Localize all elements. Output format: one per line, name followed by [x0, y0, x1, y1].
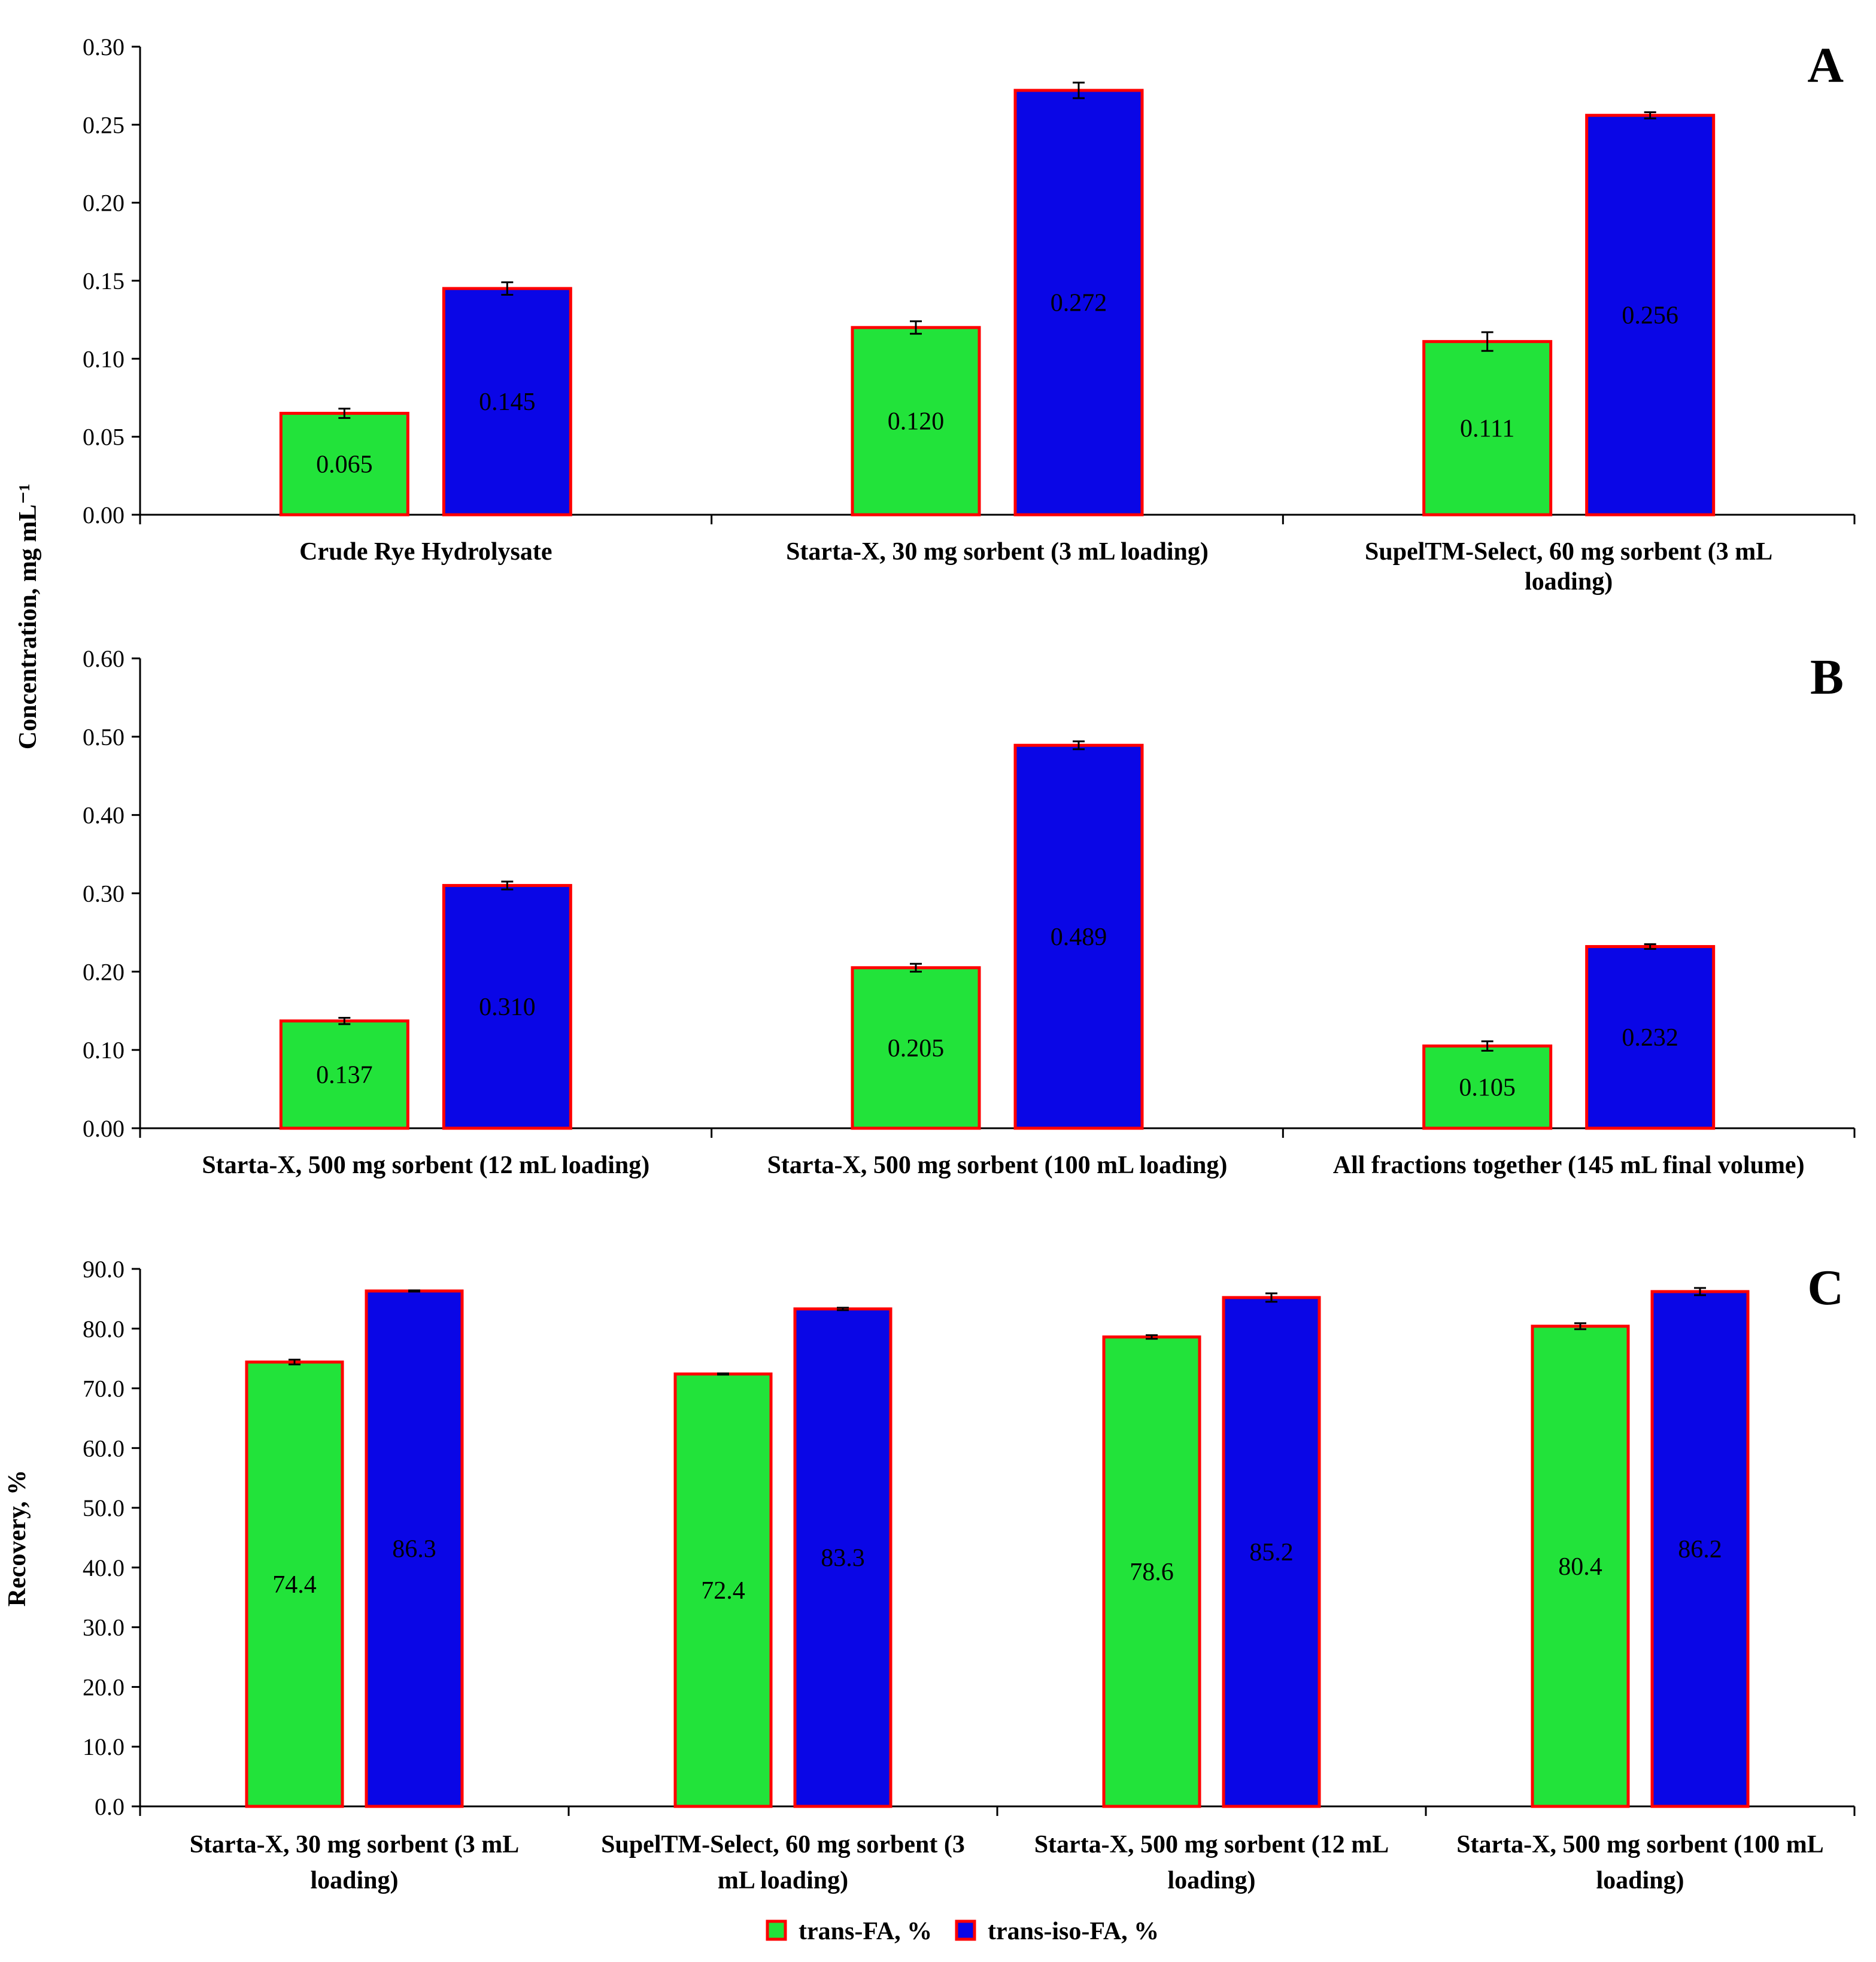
category-label-line: SupelTM-Select, 60 mg sorbent (3 mL — [1365, 538, 1772, 566]
data-label: 0.489 — [1051, 924, 1107, 951]
data-label: 83.3 — [821, 1544, 865, 1572]
category-label: All fractions together (145 mL final vol… — [1333, 1152, 1805, 1179]
category-label: Starta-X, 500 mg sorbent (12 mL loading) — [202, 1152, 649, 1179]
data-label: 80.4 — [1558, 1553, 1602, 1581]
data-label: 0.205 — [888, 1035, 945, 1062]
y-tick-label: 60.0 — [83, 1435, 125, 1462]
bar-trans-iso-fa — [1650, 1290, 1750, 1808]
y-tick-label: 70.0 — [83, 1375, 125, 1402]
y-tick-label: 30.0 — [83, 1614, 125, 1641]
category-label: Crude Rye Hydrolysate — [299, 538, 552, 566]
y-tick-label: 80.0 — [83, 1316, 125, 1343]
category-label: Starta-X, 500 mg sorbent (12 mL loading) — [1034, 1831, 1389, 1894]
bar-trans-iso-fa — [1585, 114, 1716, 517]
y-tick-label: 0.20 — [83, 958, 125, 985]
y-tick-label: 0.60 — [83, 645, 125, 672]
data-label: 78.6 — [1130, 1559, 1174, 1586]
panel-b-chart: 0.00 0.10 0.20 0.30 0.40 0.50 0.60 0.137 0.310 St… — [83, 645, 1856, 1179]
category-label-line: loading) — [1525, 568, 1613, 596]
y-tick-label: 0.15 — [83, 268, 125, 294]
category-label-line: Starta-X, 500 mg sorbent (100 mL loading… — [767, 1152, 1228, 1179]
y-tick-label: 50.0 — [83, 1495, 125, 1521]
category-label-line: Starta-X, 500 mg sorbent (12 mL — [1034, 1831, 1389, 1858]
category-label-line: Starta-X, 30 mg sorbent (3 mL loading) — [786, 538, 1209, 566]
y-tick-label: 0.30 — [83, 880, 125, 907]
category-label: SupelTM-Select, 60 mg sorbent (3 mL loadi… — [1365, 538, 1772, 596]
data-label: 86.2 — [1678, 1536, 1722, 1563]
panel-a-chart: 0.00 0.05 0.10 0.15 0.20 0.25 0.30 0.065 0.145 Cr… — [14, 34, 1856, 749]
data-label: 72.4 — [701, 1577, 745, 1605]
bar-trans-fa — [1422, 340, 1553, 517]
panel-c-chart: 0.0 10.0 20.0 30.0 40.0 50.0 60.0 70.0 80.0 90.0 7… — [4, 1256, 1856, 1894]
legend-swatch — [766, 1920, 787, 1941]
bar-trans-fa — [1102, 1335, 1201, 1808]
y-tick-label: 10.0 — [83, 1733, 125, 1760]
y-tick-label: 0.00 — [83, 1115, 125, 1142]
data-label: 0.256 — [1622, 302, 1678, 329]
category-label: Starta-X, 30 mg sorbent (3 mL loading) — [786, 538, 1209, 566]
data-label: 0.065 — [316, 451, 373, 478]
y-tick-label: 20.0 — [83, 1674, 125, 1700]
bar-trans-iso-fa — [442, 287, 572, 517]
panel-letter: C — [1807, 1260, 1844, 1316]
y-tick-label: 0.20 — [83, 190, 125, 217]
y-axis-label: Recovery, % — [4, 1470, 31, 1607]
y-tick-label: 0.50 — [83, 724, 125, 751]
data-label: 0.232 — [1622, 1024, 1678, 1052]
y-tick-label: 0.10 — [83, 345, 125, 372]
data-label: 0.145 — [479, 388, 536, 416]
y-tick-label: 0.40 — [83, 802, 125, 829]
legend-label: trans-iso-FA, % — [988, 1918, 1159, 1945]
panel-letter: B — [1810, 649, 1844, 705]
bar-trans-fa — [279, 1019, 409, 1130]
category-label-line: loading) — [1167, 1867, 1255, 1894]
y-tick-label: 0.00 — [83, 502, 125, 529]
bar-trans-iso-fa — [1222, 1296, 1321, 1808]
data-label: 0.111 — [1460, 415, 1514, 442]
category-label: Starta-X, 500 mg sorbent (100 mL loading) — [1456, 1831, 1824, 1894]
category-label-line: Starta-X, 30 mg sorbent (3 mL — [190, 1831, 520, 1858]
y-axis-label: Concentration, mg mL⁻¹ — [14, 484, 42, 749]
bar-trans-iso-fa — [1585, 944, 1716, 1130]
y-tick-label: 0.30 — [83, 34, 125, 60]
bar-trans-fa — [851, 966, 981, 1130]
bar-trans-iso-fa — [442, 883, 572, 1130]
category-label-line: Starta-X, 500 mg sorbent (100 mL — [1456, 1831, 1824, 1858]
legend-label: trans-FA, % — [799, 1918, 932, 1945]
legend-swatch — [955, 1920, 976, 1941]
category-label: Starta-X, 500 mg sorbent (100 mL loading… — [767, 1152, 1228, 1179]
bar-trans-fa — [279, 412, 409, 517]
category-label-line: SupelTM-Select, 60 mg sorbent (3 — [601, 1831, 965, 1858]
y-tick-label: 0.25 — [83, 111, 125, 138]
category-label-line: loading) — [310, 1867, 398, 1894]
category-label-line: loading) — [1596, 1867, 1684, 1894]
data-label: 0.120 — [888, 408, 945, 436]
data-label: 0.272 — [1051, 289, 1107, 317]
y-tick-label: 90.0 — [83, 1256, 125, 1283]
y-tick-label: 0.10 — [83, 1037, 125, 1064]
y-tick-label: 40.0 — [83, 1554, 125, 1581]
category-label-line: Crude Rye Hydrolysate — [299, 538, 552, 566]
data-label: 0.105 — [1459, 1074, 1516, 1101]
category-label-line: All fractions together (145 mL final vol… — [1333, 1152, 1805, 1179]
category-label: Starta-X, 30 mg sorbent (3 mL loading) — [190, 1831, 520, 1894]
category-label: SupelTM-Select, 60 mg sorbent (3 mL loadi… — [601, 1831, 965, 1894]
data-label: 0.137 — [316, 1061, 373, 1089]
bar-trans-fa — [245, 1360, 344, 1808]
category-label-line: Starta-X, 500 mg sorbent (12 mL loading) — [202, 1152, 649, 1179]
bar-trans-fa — [851, 326, 981, 517]
y-tick-label: 0.05 — [83, 424, 125, 451]
bar-trans-iso-fa — [1013, 743, 1144, 1130]
data-label: 85.2 — [1249, 1539, 1294, 1566]
panel-letter: A — [1807, 38, 1844, 93]
bar-trans-fa — [1531, 1325, 1630, 1808]
data-label: 86.3 — [392, 1535, 436, 1563]
y-tick-label: 0.0 — [95, 1793, 125, 1820]
legend: trans-FA, % trans-iso-FA, % — [766, 1918, 1159, 1945]
data-label: 0.310 — [479, 994, 536, 1021]
bar-trans-iso-fa — [793, 1307, 893, 1808]
data-label: 74.4 — [272, 1571, 317, 1599]
category-label-line: mL loading) — [718, 1867, 848, 1894]
